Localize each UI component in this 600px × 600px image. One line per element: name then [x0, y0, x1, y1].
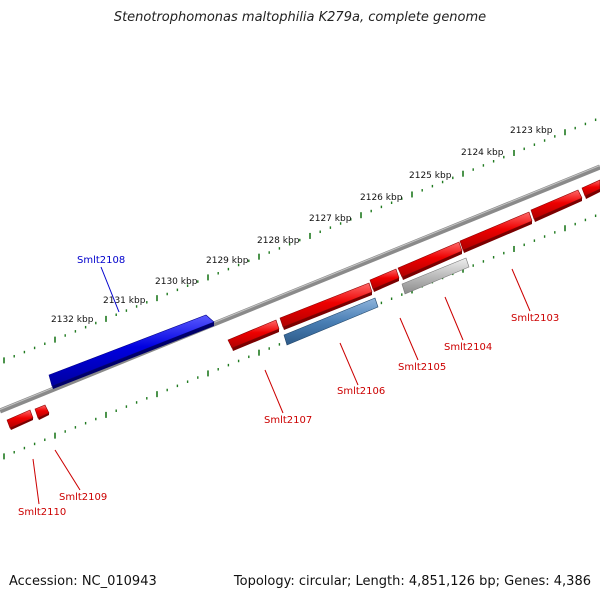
gene-smlt2103[interactable]	[459, 211, 533, 253]
feature-smlt2104[interactable]	[401, 257, 470, 295]
ruler-label-2125: 2125 kbp	[409, 171, 452, 181]
gene-smlt2107[interactable]	[227, 319, 280, 351]
leader-smlt2104	[444, 296, 464, 341]
genome-summary-text: Topology: circular; Length: 4,851,126 bp…	[233, 574, 591, 589]
leader-smlt2110	[32, 458, 40, 505]
leader-smlt2106	[339, 342, 359, 386]
gene-smlt2106-red[interactable]	[279, 282, 373, 330]
map-title: Stenotrophomonas maltophilia K279a, comp…	[113, 10, 487, 25]
outer-tick-track	[3, 118, 597, 364]
feature-smlt2106[interactable]	[283, 297, 379, 346]
ruler-label-2129: 2129 kbp	[206, 256, 249, 266]
ruler-label-2126: 2126 kbp	[360, 193, 403, 203]
accession-text: Accession: NC_010943	[9, 574, 157, 589]
leader-smlt2108	[100, 266, 120, 313]
gene-smlt2104-red[interactable]	[397, 241, 463, 280]
leader-smlt2109	[54, 449, 81, 491]
label-smlt2106: Smlt2106	[337, 386, 385, 397]
gene-smlt2108[interactable]	[48, 314, 215, 389]
ruler-label-2132: 2132 kbp	[51, 315, 94, 325]
gene-smlt2110[interactable]	[6, 409, 34, 430]
ruler-label-2130: 2130 kbp	[155, 277, 198, 287]
ruler-label-2131: 2131 kbp	[103, 296, 146, 306]
label-smlt2107: Smlt2107	[264, 415, 312, 426]
label-smlt2109: Smlt2109	[59, 492, 107, 503]
leader-smlt2105	[399, 317, 419, 361]
leader-smlt2103	[511, 268, 531, 312]
gene-smlt2105-red[interactable]	[369, 268, 400, 292]
leader-smlt2107	[264, 369, 284, 414]
ruler-label-2124: 2124 kbp	[461, 148, 504, 158]
ruler-label-2123: 2123 kbp	[510, 126, 553, 136]
gene-smlt2102[interactable]	[530, 189, 583, 222]
ruler-label-2127: 2127 kbp	[309, 214, 352, 224]
label-smlt2103: Smlt2103	[511, 313, 559, 324]
gene-smlt2109[interactable]	[34, 404, 50, 420]
gene-smlt2101[interactable]	[581, 179, 600, 199]
label-smlt2105: Smlt2105	[398, 362, 446, 373]
ruler-label-2128: 2128 kbp	[257, 236, 300, 246]
label-smlt2110: Smlt2110	[18, 507, 66, 518]
label-smlt2104: Smlt2104	[444, 342, 492, 353]
label-smlt2108: Smlt2108	[77, 255, 125, 266]
